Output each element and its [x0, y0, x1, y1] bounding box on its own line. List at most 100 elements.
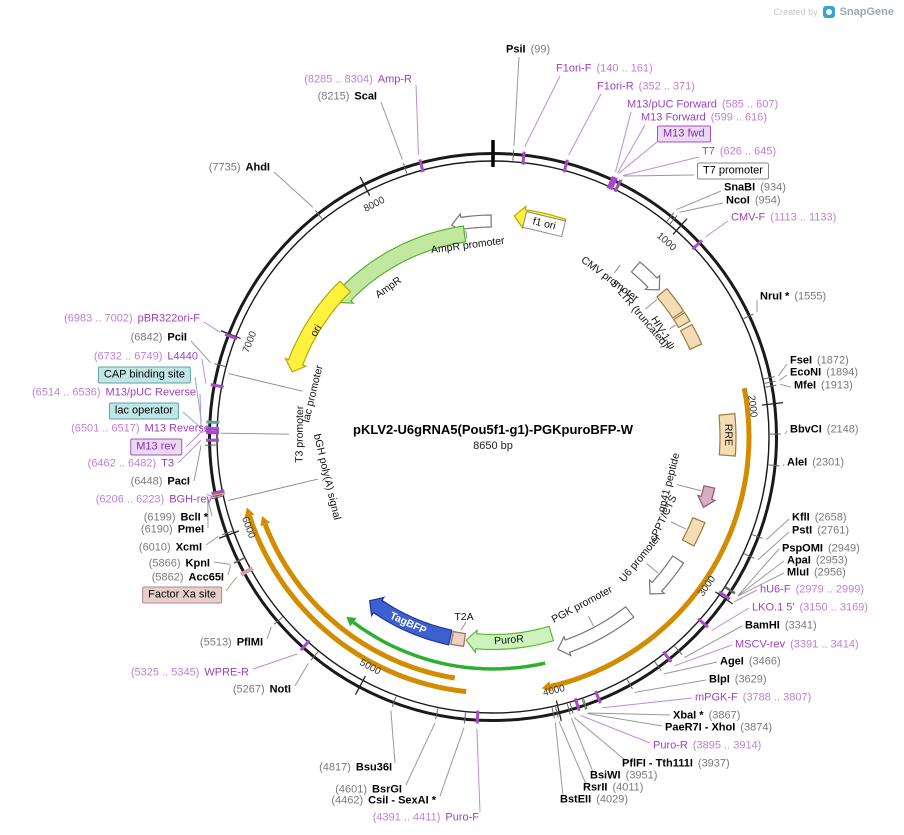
site-name: BlpI [709, 673, 730, 686]
site-label-paeR7I[interactable]: PaeR7I - XhoI (3874) [665, 722, 772, 735]
site-label-mscvRev[interactable]: MSCV-rev (3391 .. 3414) [735, 639, 859, 652]
site-label-snaBI[interactable]: SnaBI (934) [724, 182, 786, 195]
site-label-bsrGI[interactable]: (4601) BsrGI [335, 784, 402, 797]
feature-pgk[interactable] [557, 605, 635, 657]
site-label-pciI[interactable]: (6842) PciI [131, 332, 187, 345]
site-label-nruI[interactable]: NruI * (1555) [760, 291, 826, 304]
site-name: WPRE-R [204, 666, 249, 679]
site-label-puroF[interactable]: (4391 .. 4411) Puro-F [373, 812, 479, 825]
site-label-xcmI[interactable]: (6010) XcmI [139, 542, 202, 555]
site-label-t3[interactable]: (6462 .. 6482) T3 [88, 458, 174, 471]
site-label-lacOpBox[interactable]: lac operator [108, 402, 179, 420]
site-position: (1555) [794, 290, 827, 303]
feature-label-t3prom[interactable]: T3 promoter [293, 405, 306, 463]
site-label-aleI[interactable]: AleI (2301) [787, 457, 844, 470]
site-label-rsrII[interactable]: RsrII (4011) [583, 782, 643, 795]
site-label-ecoNI[interactable]: EcoNI (1894) [790, 367, 858, 380]
site-label-apaI[interactable]: ApaI (2953) [787, 555, 848, 568]
site-label-pmeI[interactable]: (6190) PmeI [141, 524, 204, 537]
feature-puror[interactable] [465, 625, 555, 654]
site-label-bclI[interactable]: (6199) BclI * [144, 512, 208, 525]
site-label-pflFI[interactable]: PflFI - Tth111I (3937) [622, 758, 730, 771]
site-label-scaI[interactable]: (8215) ScaI [318, 91, 377, 104]
site-label-bsu36I[interactable]: (4817) Bsu36I [319, 762, 392, 775]
feature-u6[interactable] [648, 555, 685, 595]
site-label-cmvF[interactable]: CMV-F (1113 .. 1133) [731, 212, 836, 225]
site-label-t7promBox[interactable]: T7 promoter [697, 162, 769, 180]
feature-ampr[interactable] [335, 225, 467, 304]
feature-label-rre[interactable]: RRE [722, 424, 734, 446]
feature-label-ampr[interactable]: AmpR [373, 274, 404, 301]
site-label-l4440[interactable]: (6732 .. 6749) L4440 [94, 351, 198, 364]
site-label-lko15[interactable]: LKO.1 5' (3150 .. 3169) [752, 602, 868, 615]
site-label-psiI[interactable]: PsiI (99) [506, 44, 550, 57]
site-tick-ageI [654, 661, 662, 672]
site-label-bbvCI[interactable]: BbvCI (2148) [790, 424, 859, 437]
feature-label-ori[interactable]: ori [308, 323, 324, 339]
feature-bgh-tick[interactable] [211, 491, 226, 498]
site-label-m13pucRev[interactable]: (6514 .. 6536) M13/pUC Reverse [32, 387, 196, 400]
feature-label-pgk[interactable]: PGK promoter [550, 583, 615, 625]
site-label-t7[interactable]: T7 (626 .. 645) [702, 146, 776, 159]
feature-rre[interactable] [718, 413, 737, 457]
feature-label-tagbfp[interactable]: TagBFP [388, 610, 428, 637]
site-label-pstI[interactable]: PstI (2761) [792, 525, 849, 538]
site-label-m13fwdBox[interactable]: M13 fwd [657, 125, 711, 143]
site-label-kflI[interactable]: KflI (2658) [792, 512, 847, 525]
site-label-m13pucFwd[interactable]: M13/pUC Forward (585 .. 607) [627, 99, 778, 112]
site-label-ageI[interactable]: AgeI (3466) [720, 656, 781, 669]
site-label-pspOMI[interactable]: PspOMI (2949) [782, 543, 860, 556]
site-label-mluI[interactable]: MluI (2956) [787, 567, 846, 580]
site-label-bghRev[interactable]: (6206 .. 6223) BGH-rev [96, 494, 212, 507]
feature-ltr5b[interactable] [672, 311, 691, 329]
feature-psi[interactable] [679, 323, 703, 351]
feature-label-puror[interactable]: PuroR [494, 633, 525, 647]
feature-cmv[interactable] [630, 261, 661, 291]
connector-ecoNI [779, 374, 788, 381]
site-label-pflMI[interactable]: (5513) PflMI [200, 637, 263, 650]
feature-gp41[interactable] [696, 484, 717, 509]
site-label-f1oriR[interactable]: F1ori-R (352 .. 371) [597, 81, 695, 94]
site-label-wpreR[interactable]: (5325 .. 5345) WPRE-R [131, 667, 249, 680]
site-name: L4440 [167, 350, 198, 363]
feature-cppt[interactable] [681, 516, 706, 547]
site-label-bamHI[interactable]: BamHI (3341) [745, 620, 817, 633]
site-label-f1oriF[interactable]: F1ori-F (140 .. 161) [556, 63, 653, 76]
feature-label-f1ori[interactable]: f1 ori [522, 211, 567, 238]
site-label-xbaI[interactable]: XbaI * (3867) [673, 710, 740, 723]
feature-ori[interactable] [284, 280, 352, 373]
site-label-fseI[interactable]: FseI (1872) [790, 355, 849, 368]
site-label-notI[interactable]: (5267) NotI [233, 684, 291, 697]
site-label-m13revBox[interactable]: M13 rev [130, 438, 182, 456]
site-label-pacI[interactable]: (6448) PacI [131, 476, 190, 489]
site-label-bstEII[interactable]: BstEII (4029) [560, 794, 628, 807]
site-label-bsiWI[interactable]: BsiWI (3951) [590, 770, 657, 783]
site-label-blpI[interactable]: BlpI (3629) [709, 674, 767, 687]
feature-label-t2a[interactable]: T2A [454, 611, 473, 623]
site-label-m13Reverse[interactable]: (6501 .. 6517) M13 Reverse [71, 423, 210, 436]
feature-t2a[interactable] [450, 630, 467, 648]
site-label-mpgkF[interactable]: mPGK-F (3788 .. 3807) [695, 692, 811, 705]
site-tick-puroRp [573, 697, 581, 712]
site-label-pbr322[interactable]: (6983 .. 7002) pBR322ori-F [64, 313, 200, 326]
site-label-factorXa[interactable]: Factor Xa site [142, 586, 222, 604]
feature-label-bgh[interactable]: bGH poly(A) signal [311, 433, 343, 521]
feature-tagbfp[interactable] [368, 596, 453, 646]
connector-paeR7I [586, 713, 663, 727]
ring-tick-label-8000: 8000 [362, 195, 387, 215]
site-label-capBox[interactable]: CAP binding site [97, 366, 191, 384]
feature-ltr5a[interactable] [656, 287, 685, 319]
site-label-kpnI[interactable]: (5866) KpnI [149, 558, 210, 571]
site-label-m13Fwd[interactable]: M13 Forward (599 .. 616) [641, 112, 767, 125]
site-label-hU6F[interactable]: hU6-F (2979 .. 2999) [760, 584, 864, 597]
feature-label-lacprom[interactable]: lac promoter [300, 363, 325, 423]
site-label-mfeI[interactable]: MfeI (1913) [794, 380, 853, 393]
site-label-puroRp[interactable]: Puro-R (3895 .. 3914) [653, 740, 761, 753]
site-tick-mscvRev [662, 650, 673, 663]
site-label-csiI[interactable]: (4462) CsiI - SexAI * [331, 795, 436, 808]
site-label-ncoI[interactable]: NcoI (954) [726, 195, 781, 208]
site-label-amprP[interactable]: (8285 .. 8304) Amp-R [304, 74, 412, 87]
site-label-acc65I[interactable]: (5862) Acc65I [152, 572, 224, 585]
site-label-ahdI[interactable]: (7735) AhdI [209, 162, 270, 175]
